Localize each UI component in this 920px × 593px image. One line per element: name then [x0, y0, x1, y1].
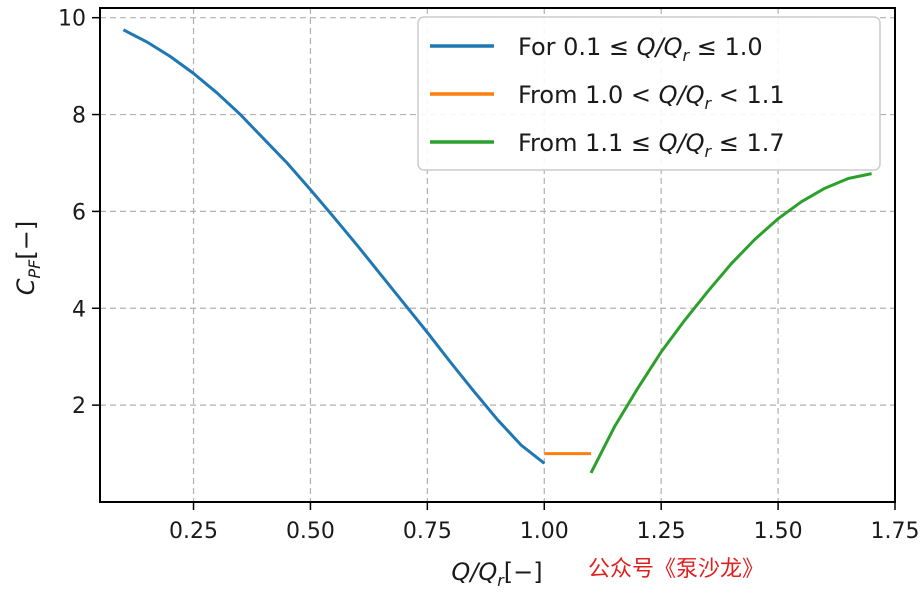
legend-label-prefix: For 0.1 ≤	[518, 33, 637, 61]
legend-label-ratio: Q/Q	[637, 33, 683, 61]
x-axis-title-unit: [−]	[504, 558, 543, 586]
x-tick-label: 1.75	[871, 519, 920, 544]
y-tick-label: 10	[58, 7, 86, 32]
axis-ticks: 0.25 0.50 0.75 1.00 1.25 1.50 1.75 2 4 6 8 10	[58, 7, 919, 544]
y-tick-label: 2	[72, 394, 86, 419]
legend-label-sub: r	[705, 94, 713, 113]
plot-frame	[99, 7, 896, 503]
x-tick-label: 1.00	[520, 519, 569, 544]
x-tick-label: 1.50	[754, 519, 803, 544]
series-lines	[122, 28, 872, 474]
legend-label-ratio: Q/Q	[659, 81, 705, 109]
legend-label-sub: r	[683, 46, 691, 65]
y-axis-title: CPF[−]	[12, 221, 44, 295]
x-tick-label: 0.50	[286, 519, 335, 544]
series-line-3	[589, 172, 872, 474]
series-line-1	[122, 28, 546, 465]
legend-label-1: For 0.1 ≤ Q/Qr ≤ 1.0	[518, 33, 763, 65]
watermark: 公众号《泵沙龙》	[588, 557, 764, 582]
y-tick-label: 8	[72, 104, 86, 129]
x-axis-title-sub: r	[497, 571, 505, 590]
legend-box	[417, 16, 881, 171]
x-axis-title: Q/Qr[−]	[451, 558, 542, 590]
y-axis-title-unit: [−]	[12, 221, 40, 260]
legend-label-prefix: From 1.1 ≤	[518, 129, 659, 157]
legend-label-sub: r	[705, 142, 713, 161]
legend-label-2: From 1.0 < Q/Qr < 1.1	[518, 81, 785, 113]
x-tick-label: 0.25	[169, 519, 218, 544]
x-axis-title-main: Q/Q	[451, 558, 497, 586]
legend-label-suffix: ≤ 1.0	[689, 33, 763, 61]
legend-label-3: From 1.1 ≤ Q/Qr ≤ 1.7	[518, 129, 785, 161]
y-tick-label: 6	[72, 200, 86, 225]
x-tick-label: 0.75	[403, 519, 452, 544]
legend-label-prefix: From 1.0 <	[518, 81, 659, 109]
y-axis-title-sub: PF	[25, 259, 44, 279]
y-tick-label: 4	[72, 297, 86, 322]
legend-label-suffix: < 1.1	[711, 81, 785, 109]
y-axis-title-main: C	[12, 278, 40, 295]
legend-label-suffix: ≤ 1.7	[711, 129, 785, 157]
legend-label-ratio: Q/Q	[659, 129, 705, 157]
x-tick-label: 1.25	[637, 519, 686, 544]
